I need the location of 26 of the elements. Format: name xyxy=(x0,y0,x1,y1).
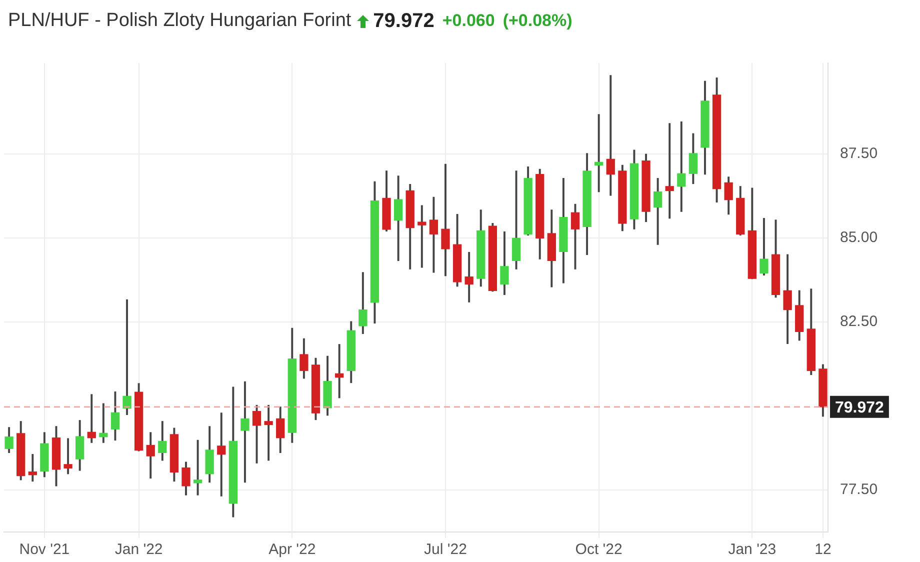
candlestick xyxy=(335,344,344,398)
x-tick-label: 12 xyxy=(814,541,832,558)
x-tick-label: Jan '23 xyxy=(728,541,776,558)
x-tick-label: Jul '22 xyxy=(424,541,467,558)
candlestick xyxy=(122,299,132,415)
text: (+0.08%) xyxy=(502,11,572,31)
ref-line-label: 79.972 xyxy=(835,399,884,416)
text: +0.060 xyxy=(442,11,495,31)
y-tick-label: 77.50 xyxy=(840,481,878,498)
candlestick xyxy=(217,412,226,496)
text: 79.972 xyxy=(373,10,434,32)
x-tick-label: Oct '22 xyxy=(575,541,622,558)
x-tick-label: Jan '22 xyxy=(114,541,163,558)
chart-title: PLN/HUF - Polish Zloty Hungarian Forint xyxy=(8,10,352,32)
y-tick-label: 82.50 xyxy=(840,313,878,330)
candlestick xyxy=(99,403,108,443)
y-tick-label: 87.50 xyxy=(840,144,878,162)
y-tick-label: 85.00 xyxy=(840,228,878,246)
x-tick-label: Nov '21 xyxy=(19,541,70,558)
candlestick xyxy=(594,114,604,192)
candlestick xyxy=(418,205,426,268)
candlestick xyxy=(193,440,202,496)
candlestick xyxy=(87,394,96,443)
candlestick xyxy=(264,404,273,461)
candlestick xyxy=(665,123,674,219)
x-tick-label: Apr '22 xyxy=(268,541,316,558)
